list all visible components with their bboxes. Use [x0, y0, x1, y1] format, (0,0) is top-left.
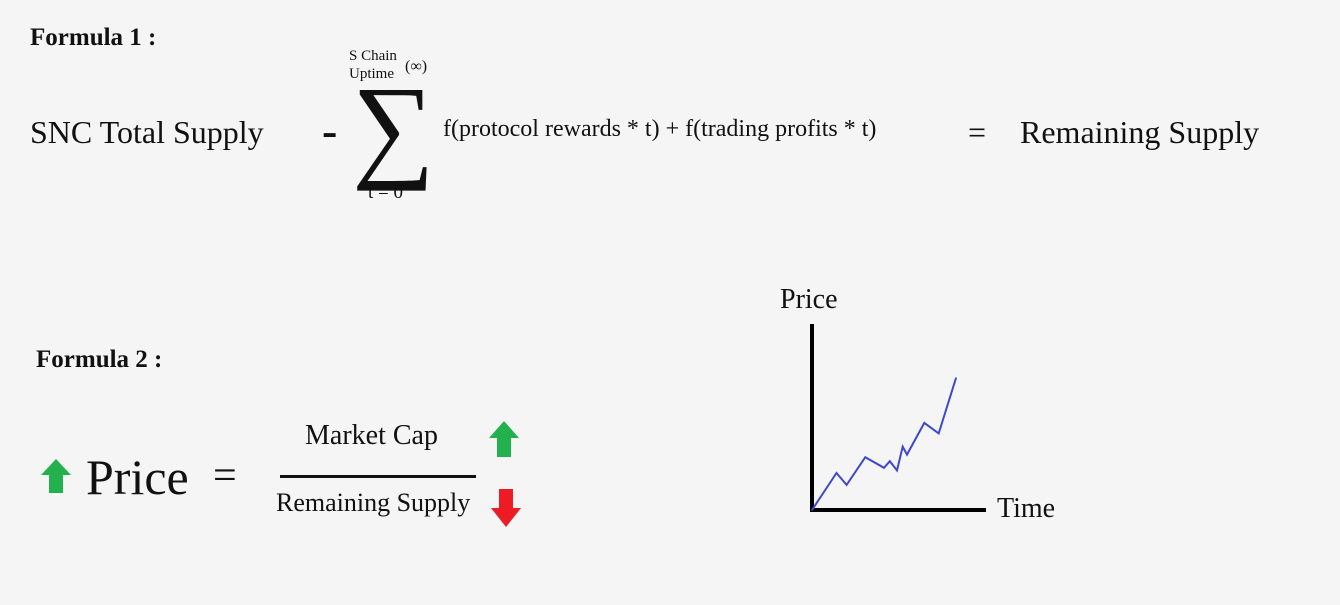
- minus-operator: -: [322, 105, 338, 156]
- chart-y-axis-label: Price: [780, 284, 838, 315]
- formula-2-equals: =: [213, 453, 237, 499]
- remaining-supply-result: Remaining Supply: [1020, 114, 1260, 150]
- up-arrow-shape: [489, 421, 519, 457]
- summand-expression: f(protocol rewards * t) + f(trading prof…: [443, 116, 877, 142]
- price-up-arrow-icon: [41, 459, 71, 493]
- chart-point: [845, 484, 848, 486]
- snc-total-supply-term: SNC Total Supply: [30, 114, 264, 150]
- chart-point: [835, 472, 838, 474]
- chart-point: [937, 432, 940, 435]
- up-arrow-shape: [41, 459, 71, 493]
- price-series-line: [811, 377, 957, 511]
- chart-x-axis-label: Time: [997, 493, 1056, 524]
- chart-point: [896, 469, 898, 472]
- fraction-denominator: Remaining Supply: [276, 488, 471, 517]
- chart-point: [883, 466, 885, 469]
- sum-lower-limit: t = 0: [368, 182, 403, 203]
- chart-point: [888, 460, 891, 462]
- price-term: Price: [86, 449, 189, 505]
- chart-point: [864, 456, 867, 458]
- chart-point: [811, 509, 813, 511]
- summation-sigma: ∑: [352, 64, 435, 192]
- down-arrow-shape: [491, 489, 521, 527]
- formula-2-heading: Formula 2 :: [36, 346, 163, 373]
- remaining-supply-down-arrow-icon: [491, 489, 521, 527]
- chart-point: [955, 377, 957, 379]
- chart-point: [906, 453, 908, 456]
- sum-upper-limit-infinity: (∞): [405, 58, 428, 75]
- market-cap-up-arrow-icon: [489, 421, 519, 457]
- formula-1-equals: =: [968, 114, 987, 150]
- fraction-bar: [280, 475, 476, 478]
- fraction-numerator: Market Cap: [305, 420, 438, 451]
- sum-upper-limit-line1: S Chain: [349, 48, 397, 64]
- formula-1-heading: Formula 1 :: [30, 24, 157, 51]
- chart-point: [901, 445, 904, 448]
- price-time-chart: [810, 324, 986, 512]
- chart-point: [923, 422, 926, 424]
- sum-upper-limit-line2: Uptime: [349, 66, 394, 82]
